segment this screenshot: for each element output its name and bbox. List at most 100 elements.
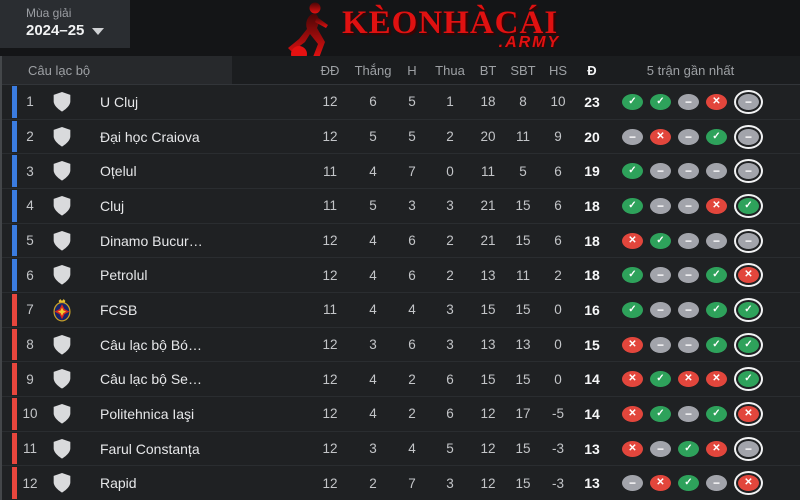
stat-points: 15 — [584, 336, 600, 353]
draw-icon: − — [678, 336, 699, 353]
season-selector[interactable]: Mùa giải 2024–25 — [0, 0, 130, 48]
stat-goals-for: 13 — [480, 337, 496, 353]
rank-stripe — [12, 259, 17, 292]
loss-icon: ✕ — [706, 197, 727, 214]
column-header-played: ĐĐ — [320, 62, 340, 78]
table-row[interactable]: 5 Dinamo Bucur… 12 4 6 2 21 15 6 18 ✕ ✓ − −… — [2, 222, 800, 258]
stat-losses: 3 — [446, 198, 454, 214]
team-badge — [46, 362, 80, 396]
loss-icon: ✕ — [738, 267, 759, 284]
rank-stripe — [12, 328, 17, 361]
recent-form: ✕ − ✓ ✕ − — [608, 432, 773, 466]
draw-icon: − — [706, 232, 727, 249]
stat-played: 11 — [322, 302, 337, 318]
stat-draws: 5 — [408, 129, 416, 144]
win-icon: ✓ — [706, 128, 727, 145]
table-row[interactable]: 8 Câu lạc bộ Bó… 12 3 6 3 13 13 0 15 ✕ − −… — [2, 326, 800, 362]
stat-goals-for: 13 — [480, 267, 496, 283]
stat-goals-against: 17 — [515, 406, 531, 422]
team-name: Đại học Craiova — [100, 128, 200, 145]
table-row[interactable]: 9 Câu lạc bộ Se… 12 4 2 6 15 15 0 14 ✕ ✓ ✕… — [2, 361, 800, 396]
stat-draws: 6 — [408, 233, 416, 249]
stat-goals-against: 15 — [515, 371, 531, 387]
team-name: Câu lạc bộ Se… — [100, 371, 202, 388]
draw-icon: − — [738, 163, 759, 180]
recent-form: ✓ − − − − — [608, 154, 773, 188]
shield-icon — [53, 403, 71, 424]
table-header: Câu lạc bộ ĐĐ Thắng H Thua BT SBT HS Đ 5… — [2, 56, 800, 85]
stat-goal-diff: 6 — [554, 198, 562, 214]
draw-icon: − — [622, 475, 643, 492]
stat-points: 19 — [584, 163, 600, 180]
stat-goals-against: 11 — [515, 267, 530, 283]
recent-form: ✓ − − ✓ ✓ — [608, 293, 773, 327]
table-row[interactable]: 12 Rapid 12 2 7 3 12 15 -3 13 − ✕ ✓ − ✕ — [2, 465, 800, 500]
draw-icon: − — [678, 301, 699, 318]
team-badge — [46, 397, 80, 431]
rank-number: 7 — [26, 302, 34, 318]
stat-wins: 4 — [369, 406, 377, 422]
draw-icon: − — [678, 93, 699, 110]
draw-icon: − — [678, 405, 699, 422]
team-name: Farul Constanța — [100, 440, 200, 457]
rank-stripe — [12, 294, 17, 326]
table-row[interactable]: 1 U Cluj 12 6 5 1 18 8 10 23 ✓ ✓ − ✕ − — [2, 85, 800, 119]
shield-icon — [53, 91, 71, 112]
recent-form: − ✕ − ✓ − — [608, 120, 773, 154]
rank-number: 6 — [26, 267, 34, 283]
stat-goals-against: 13 — [515, 337, 531, 353]
recent-form: ✓ − − ✕ ✓ — [608, 189, 773, 223]
team-name: Oțelul — [100, 163, 137, 180]
stat-goals-against: 15 — [515, 302, 531, 318]
win-icon: ✓ — [738, 371, 759, 388]
table-row[interactable]: 4 Cluj 11 5 3 3 21 15 6 18 ✓ − − ✕ ✓ — [2, 188, 800, 223]
column-header-form: 5 trận gần nhất — [646, 62, 735, 78]
stat-goal-diff: -3 — [551, 441, 564, 457]
loss-icon: ✕ — [622, 371, 643, 388]
stat-draws: 5 — [408, 94, 416, 110]
table-row[interactable]: 2 Đại học Craiova 12 5 5 2 20 11 9 20 − ✕… — [2, 118, 800, 154]
stat-wins: 5 — [369, 198, 377, 214]
loss-icon: ✕ — [738, 405, 759, 422]
win-icon: ✓ — [622, 163, 643, 180]
stat-points: 13 — [584, 440, 600, 457]
recent-form: ✓ ✓ − ✕ − — [608, 85, 773, 119]
stat-draws: 6 — [408, 267, 416, 283]
brand-suffix: .ARMY — [498, 34, 561, 51]
rank-number: 12 — [22, 475, 38, 491]
stat-losses: 3 — [446, 302, 454, 318]
stat-draws: 4 — [408, 441, 416, 457]
rank-stripe — [12, 86, 17, 118]
table-row[interactable]: 11 Farul Constanța 12 3 4 5 12 15 -3 13 … — [2, 430, 800, 466]
stat-played: 12 — [322, 94, 338, 110]
stat-losses: 6 — [446, 406, 454, 422]
table-row[interactable]: 10 Politehnica Iaşi 12 4 2 6 12 17 -5 14… — [2, 396, 800, 431]
rank-number: 8 — [26, 337, 34, 353]
draw-icon: − — [650, 301, 671, 318]
stat-played: 12 — [322, 129, 338, 144]
stat-draws: 2 — [408, 371, 416, 387]
shield-icon — [53, 126, 71, 147]
draw-icon: − — [738, 93, 759, 110]
table-row[interactable]: 3 Oțelul 11 4 7 0 11 5 6 19 ✓ − − − − — [2, 153, 800, 188]
draw-icon: − — [678, 232, 699, 249]
rank-stripe — [12, 363, 17, 396]
win-icon: ✓ — [706, 267, 727, 284]
stat-points: 14 — [584, 405, 600, 422]
table-row[interactable]: 7 FCSB 11 4 4 3 15 15 0 16 ✓ − − ✓ ✓ — [2, 292, 800, 327]
team-badge — [46, 328, 80, 362]
table-row[interactable]: 6 Petrolul 12 4 6 2 13 11 2 18 ✓ − − ✓ ✕ — [2, 257, 800, 292]
loss-icon: ✕ — [738, 475, 759, 492]
stat-wins: 4 — [369, 302, 377, 318]
stat-goal-diff: 9 — [554, 129, 562, 144]
win-icon: ✓ — [622, 93, 643, 110]
rank-number: 4 — [26, 198, 34, 214]
stat-draws: 3 — [408, 198, 416, 214]
stat-wins: 4 — [369, 233, 377, 249]
stat-goals-for: 18 — [480, 94, 496, 110]
stat-goals-for: 15 — [480, 371, 496, 387]
draw-icon: − — [678, 267, 699, 284]
stat-wins: 4 — [369, 267, 377, 283]
stat-goals-against: 15 — [515, 198, 531, 214]
team-badge — [46, 293, 80, 327]
